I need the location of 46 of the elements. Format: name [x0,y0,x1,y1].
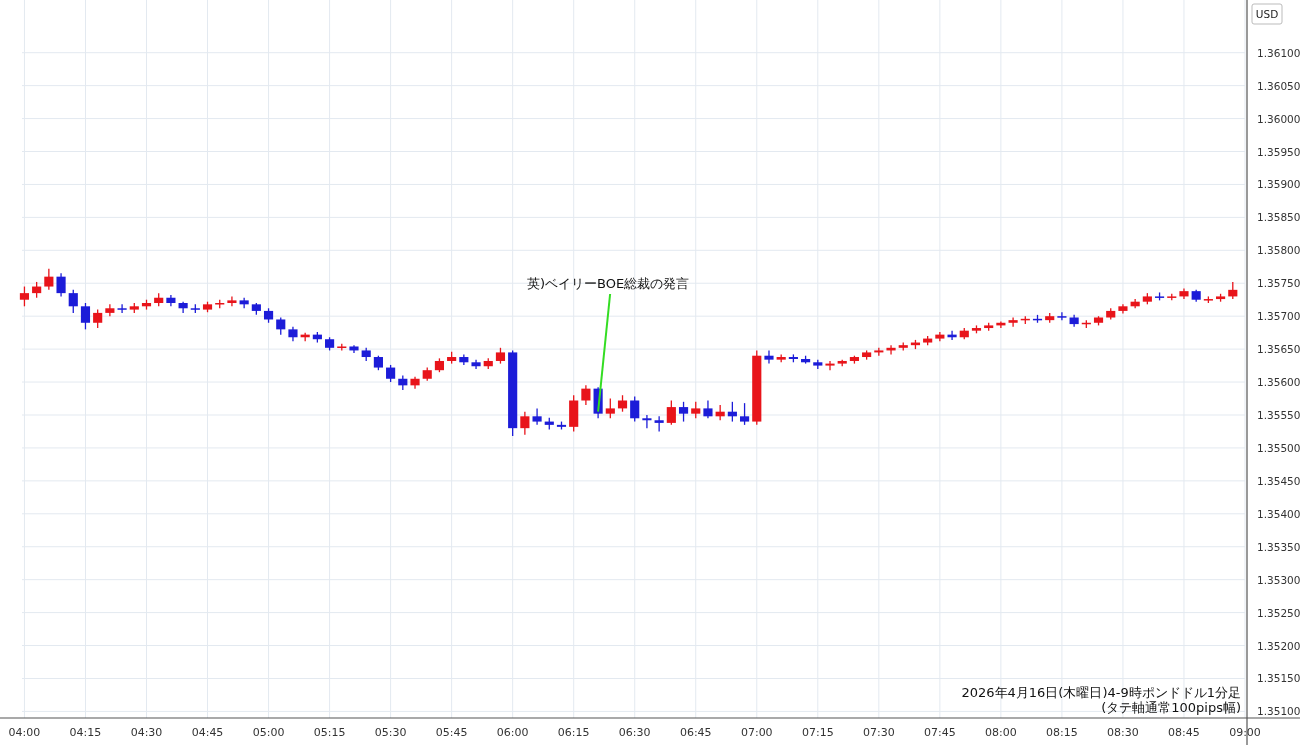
y-tick-label: 1.35950 [1257,145,1300,158]
y-tick-label: 1.36100 [1257,46,1300,59]
annotation: 英)ベイリーBOE総裁の発言 [526,276,690,291]
x-tick-label: 07:30 [862,726,895,739]
y-tick-label: 1.35100 [1257,705,1300,718]
x-tick-label: 05:00 [252,726,285,739]
x-tick-label: 04:30 [130,726,163,739]
y-tick-label: 1.35150 [1257,672,1300,685]
y-tick-label: 1.35900 [1257,178,1300,191]
x-tick-label: 04:00 [8,726,41,739]
y-tick-label: 1.35600 [1257,376,1300,389]
x-tick-label: 08:15 [1046,726,1078,739]
y-tick-label: 1.35550 [1257,408,1300,421]
x-tick-label: 09:00 [1229,726,1261,739]
y-tick-label: 1.35300 [1257,573,1300,586]
y-axis-title: USD [1255,8,1279,20]
annotation: (タテ軸通常100pips幅) [1101,700,1241,715]
y-tick-label: 1.35750 [1257,277,1300,290]
x-tick-label: 04:15 [69,726,102,739]
y-tick-label: 1.35400 [1257,507,1300,520]
y-tick-label: 1.35350 [1257,540,1300,553]
y-tick-label: 1.35450 [1257,474,1300,487]
annotation: 2026年4月16日(木曜日)4-9時ポンドドル1分足 [961,685,1241,700]
x-tick-label: 05:30 [374,726,407,739]
y-tick-label: 1.35800 [1257,244,1300,257]
y-tick-label: 1.35250 [1257,606,1300,619]
x-tick-label: 06:15 [557,726,590,739]
x-tick-label: 07:15 [801,726,834,739]
x-tick-label: 08:30 [1107,726,1139,739]
y-tick-label: 1.35650 [1257,343,1300,356]
x-tick-label: 05:15 [313,726,346,739]
y-tick-label: 1.36050 [1257,79,1300,92]
x-tick-label: 06:00 [496,726,529,739]
y-tick-label: 1.35850 [1257,211,1300,224]
x-tick-label: 06:45 [679,726,712,739]
x-tick-label: 07:45 [924,726,956,739]
x-tick-label: 07:00 [740,726,773,739]
x-tick-label: 08:00 [985,726,1017,739]
x-tick-label: 05:45 [435,726,468,739]
y-tick-label: 1.35200 [1257,639,1300,652]
x-tick-label: 08:45 [1168,726,1200,739]
y-tick-label: 1.35700 [1257,310,1300,323]
x-tick-label: 04:45 [191,726,224,739]
x-tick-label: 06:30 [618,726,651,739]
y-tick-label: 1.35500 [1257,441,1300,454]
y-tick-label: 1.36000 [1257,112,1300,125]
